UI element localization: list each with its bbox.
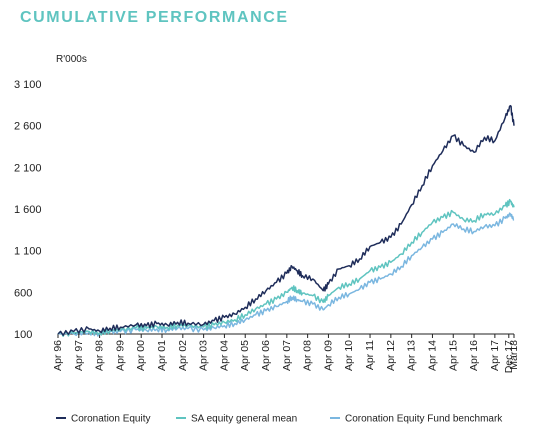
x-tick-label: Apr 00 xyxy=(135,340,147,371)
x-tick-label: Apr 04 xyxy=(218,340,230,371)
x-axis-ticks: Apr 96 Apr 97 Apr 98 Apr 99 Apr 00 Apr 01 Apr … xyxy=(52,334,520,373)
x-tick-label: Dec 17 xyxy=(503,340,515,373)
x-tick-label: Apr 05 xyxy=(239,340,251,371)
x-tick-label: Apr 08 xyxy=(302,340,314,371)
x-tick-label: Apr 03 xyxy=(198,340,210,371)
x-tick-label: Apr 10 xyxy=(343,340,355,371)
y-tick-label: 100 xyxy=(14,329,32,341)
x-tick-label: Apr 98 xyxy=(94,340,106,371)
y-tick-label: 600 xyxy=(14,287,32,299)
x-tick-label: Apr 14 xyxy=(426,340,438,371)
y-axis-label: R'000s xyxy=(56,54,87,65)
y-tick-label: 2 100 xyxy=(14,162,42,174)
x-tick-label: Mar18 xyxy=(508,340,520,370)
x-tick-label: Apr 07 xyxy=(281,340,293,371)
y-axis-ticks: 100 600 1 100 1 600 2 100 2 600 3 100 xyxy=(14,79,42,341)
x-tick-label: Apr 15 xyxy=(447,340,459,371)
legend: Coronation Equity SA equity general mean C… xyxy=(56,414,503,425)
axes: R'000s xyxy=(56,54,514,335)
x-tick-label: Apr 02 xyxy=(177,340,189,371)
y-tick-label: 1 100 xyxy=(14,246,42,258)
x-tick-label: Apr 97 xyxy=(73,340,85,371)
x-tick-label: Apr 09 xyxy=(322,340,334,371)
x-tick-label: Apr 13 xyxy=(406,340,418,371)
y-tick-label: 2 600 xyxy=(14,121,42,133)
series-lines xyxy=(57,104,515,337)
y-tick-label: 1 600 xyxy=(14,204,42,216)
x-tick-label: Apr 99 xyxy=(114,340,126,371)
x-tick-label: Apr 11 xyxy=(364,340,376,370)
series-line-coronation-equity-fund-benchmark xyxy=(57,212,515,337)
x-tick-label: Apr 01 xyxy=(156,340,168,371)
x-tick-label: Apr 17 xyxy=(489,340,501,371)
series-line-sa-equity-general-mean xyxy=(57,198,515,337)
series-line-coronation-equity xyxy=(57,104,515,337)
chart-title: CUMULATIVE PERFORMANCE xyxy=(20,9,289,26)
x-tick-label: Apr 06 xyxy=(260,340,272,371)
x-tick-label: Apr 96 xyxy=(52,340,64,371)
legend-label-sa-equity-general-mean: SA equity general mean xyxy=(191,414,297,425)
y-tick-label: 3 100 xyxy=(14,79,42,91)
x-tick-label: Apr 12 xyxy=(385,340,397,371)
legend-label-coronation-equity-fund-benchmark: Coronation Equity Fund benchmark xyxy=(345,414,503,425)
x-tick-label: Apr 16 xyxy=(468,340,480,371)
legend-label-coronation-equity: Coronation Equity xyxy=(71,414,151,425)
